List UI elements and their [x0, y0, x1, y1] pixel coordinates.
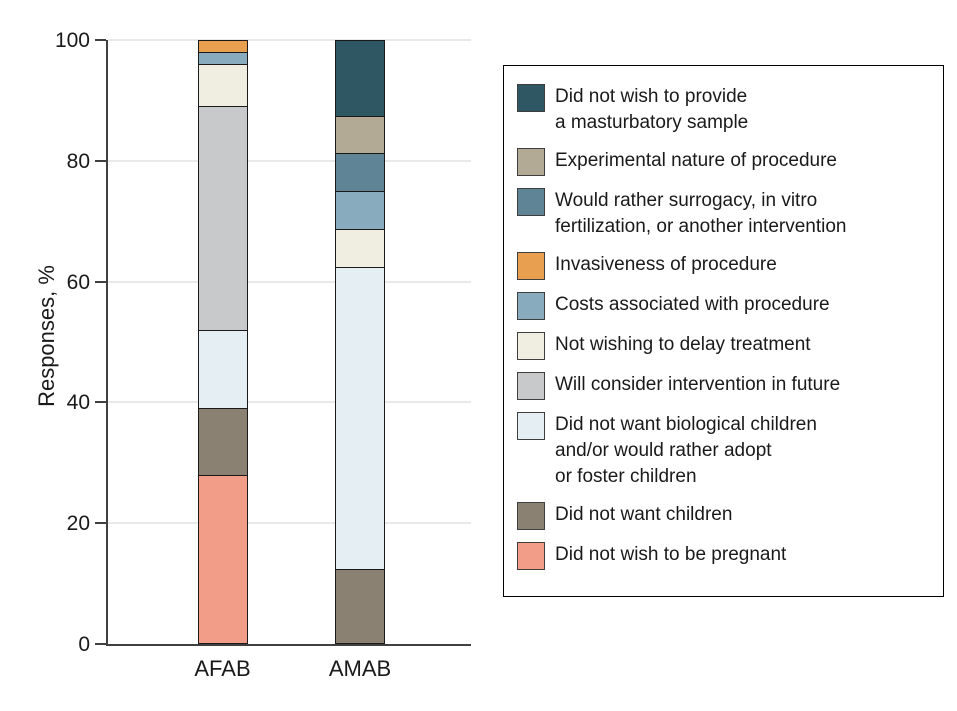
legend-label-line: or foster children [555, 466, 697, 487]
y-tick-label-80: 80 [66, 149, 90, 173]
legend-label-not-wishing-to-delay: Not wishing to delay treatment [555, 332, 811, 358]
bar-amab [335, 40, 385, 644]
legend-item-did-not-want-children: Did not want children [517, 502, 933, 530]
y-tick-label-100: 100 [54, 29, 90, 52]
y-tick-100 [95, 39, 106, 41]
legend-label-line: Did not want biological children [555, 414, 817, 435]
x-tick-label-afab: AFAB [194, 656, 251, 681]
bar-segment-invasiveness-of-procedure [197, 40, 248, 53]
bar-afab [197, 40, 248, 644]
legend-label-did-not-want-biological: Did not want biological children and/or w… [555, 412, 817, 490]
legend-swatch-did-not-wish-to [517, 542, 545, 570]
legend-label-would-rather-surrogacy-in: Would rather surrogacy, in vitro fertiliz… [555, 188, 847, 240]
legend-item-experimental-nature-of-procedure: Experimental nature of procedure [517, 148, 933, 176]
legend-item-invasiveness-of-procedure: Invasiveness of procedure [517, 252, 933, 280]
legend-label-will-consider-intervention-in: Will consider intervention in future [555, 372, 840, 398]
legend-item-did-not-wish-to: Did not wish to provide a masturbatory sa… [517, 84, 933, 136]
legend-item-not-wishing-to-delay: Not wishing to delay treatment [517, 332, 933, 360]
legend-label-line: fertilization, or another intervention [555, 216, 847, 237]
gridline-20 [108, 522, 471, 525]
bar-segment-did-not-want-children [197, 408, 248, 475]
legend-label-line: Will consider intervention in future [555, 374, 841, 395]
bar-segment-not-wishing-to-delay [335, 228, 385, 267]
legend-item-costs-associated-with-procedure: Costs associated with procedure [517, 292, 933, 320]
legend-label-line: Not wishing to delay treatment [555, 334, 811, 355]
legend-item-did-not-want-biological: Did not want biological children and/or w… [517, 412, 933, 490]
legend-swatch-did-not-wish-to [517, 84, 545, 112]
legend-label-line: Did not want children [555, 504, 733, 525]
bar-segment-did-not-wish-to [335, 40, 385, 116]
bar-segment-did-not-want-biological [197, 329, 248, 409]
x-tick-label-amab: AMAB [328, 656, 392, 681]
legend-label-line: Did not wish to be pregnant [555, 544, 787, 565]
bar-segment-costs-associated-with-procedure [197, 52, 248, 65]
legend-label-line: Would rather surrogacy, in vitro [555, 190, 818, 211]
bar-segment-did-not-wish-to [197, 474, 248, 644]
y-tick-0 [95, 643, 106, 645]
legend-label-costs-associated-with-procedure: Costs associated with procedure [555, 292, 830, 318]
gridline-40 [108, 401, 471, 404]
y-tick-label-60: 60 [66, 270, 90, 294]
legend-item-would-rather-surrogacy-in: Would rather surrogacy, in vitro fertiliz… [517, 188, 933, 240]
gridline-60 [108, 280, 471, 283]
legend-label-line: Costs associated with procedure [555, 294, 830, 315]
bar-segment-will-consider-intervention-in [197, 106, 248, 330]
bar-segment-did-not-want-children [335, 568, 385, 644]
legend-label-line: Invasiveness of procedure [555, 254, 777, 275]
legend-swatch-costs-associated-with-procedure [517, 292, 545, 320]
y-tick-label-40: 40 [66, 391, 90, 415]
legend-item-did-not-wish-to: Did not wish to be pregnant [517, 542, 933, 570]
legend-label-line: Experimental nature of procedure [555, 150, 837, 171]
y-axis-line [106, 40, 108, 646]
gridline-80 [108, 159, 471, 162]
y-tick-20 [95, 522, 106, 525]
legend-swatch-not-wishing-to-delay [517, 332, 545, 360]
bar-segment-did-not-want-biological [335, 266, 385, 569]
legend-label-experimental-nature-of-procedure: Experimental nature of procedure [555, 148, 837, 174]
legend-label-invasiveness-of-procedure: Invasiveness of procedure [555, 252, 777, 278]
legend-item-will-consider-intervention-in: Will consider intervention in future [517, 372, 933, 400]
legend-swatch-experimental-nature-of-procedure [517, 148, 545, 176]
gridline-100 [108, 39, 471, 41]
legend-label-line: a masturbatory sample [555, 112, 749, 133]
legend-label-did-not-want-children: Did not want children [555, 502, 732, 528]
legend-swatch-invasiveness-of-procedure [517, 252, 545, 280]
bar-segment-would-rather-surrogacy-in [335, 153, 385, 191]
legend-label-line: and/or would rather adopt [555, 440, 772, 461]
x-axis-baseline [108, 644, 471, 646]
y-tick-label-20: 20 [66, 512, 90, 536]
legend-swatch-did-not-want-biological [517, 412, 545, 440]
y-tick-label-0: 0 [78, 633, 90, 656]
legend-label-did-not-wish-to: Did not wish to be pregnant [555, 542, 786, 568]
legend-swatch-will-consider-intervention-in [517, 372, 545, 400]
bar-segment-costs-associated-with-procedure [335, 191, 385, 229]
bar-segment-not-wishing-to-delay [197, 64, 248, 107]
y-tick-80 [95, 159, 106, 162]
bar-segment-experimental-nature-of-procedure [335, 115, 385, 154]
legend-swatch-did-not-want-children [517, 502, 545, 530]
legend-swatch-would-rather-surrogacy-in [517, 188, 545, 216]
y-tick-40 [95, 401, 106, 404]
legend-box: Did not wish to provide a masturbatory sa… [503, 65, 944, 597]
legend-label-line: Did not wish to provide [555, 86, 748, 107]
y-tick-60 [95, 280, 106, 283]
plot-area: 0 20 40 60 80 100 AFAB AMAB [55, 30, 471, 681]
legend-label-did-not-wish-to: Did not wish to provide a masturbatory sa… [555, 84, 748, 136]
